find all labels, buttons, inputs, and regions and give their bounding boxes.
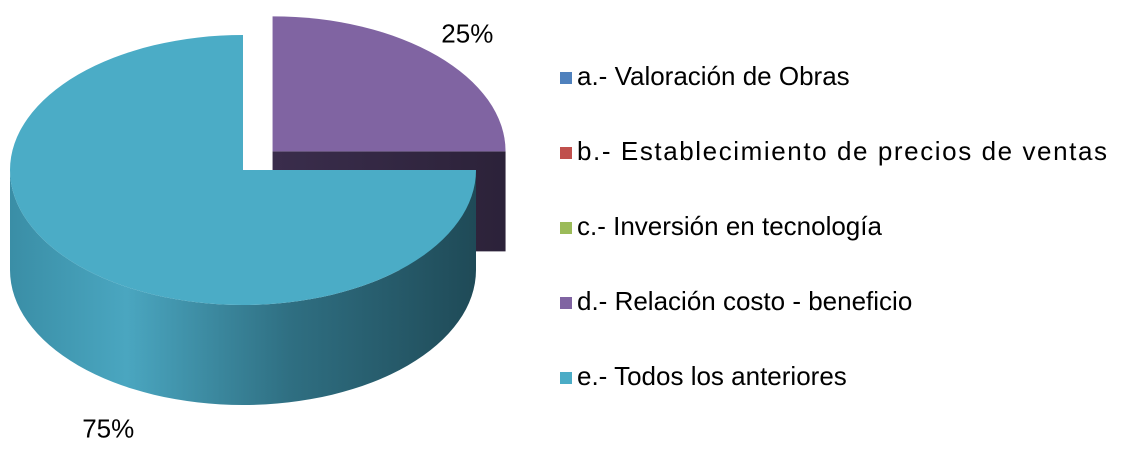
legend-swatch	[560, 222, 572, 234]
pie-slice	[10, 35, 476, 305]
data-label: 25%	[441, 19, 493, 49]
legend-label: c.- Inversión en tecnología	[577, 211, 882, 241]
legend-swatch	[560, 297, 572, 309]
legend-label: e.- Todos los anteriores	[577, 361, 847, 391]
legend-label: a.- Valoración de Obras	[577, 61, 850, 91]
legend-swatch	[560, 372, 572, 384]
legend-swatch	[560, 147, 572, 159]
pie-slice-group	[10, 35, 476, 405]
legend-swatch	[560, 72, 572, 84]
legend-label: d.- Relación costo - beneficio	[577, 286, 912, 316]
legend: a.- Valoración de Obras b.- Establecimien…	[560, 61, 1107, 391]
pie: 25% 75%	[10, 16, 506, 443]
slice-wall	[10, 170, 476, 405]
legend-label: b.- Establecimiento de precios de ventas	[577, 136, 1107, 166]
data-label: 75%	[82, 413, 134, 443]
pie-slice	[272, 16, 506, 152]
